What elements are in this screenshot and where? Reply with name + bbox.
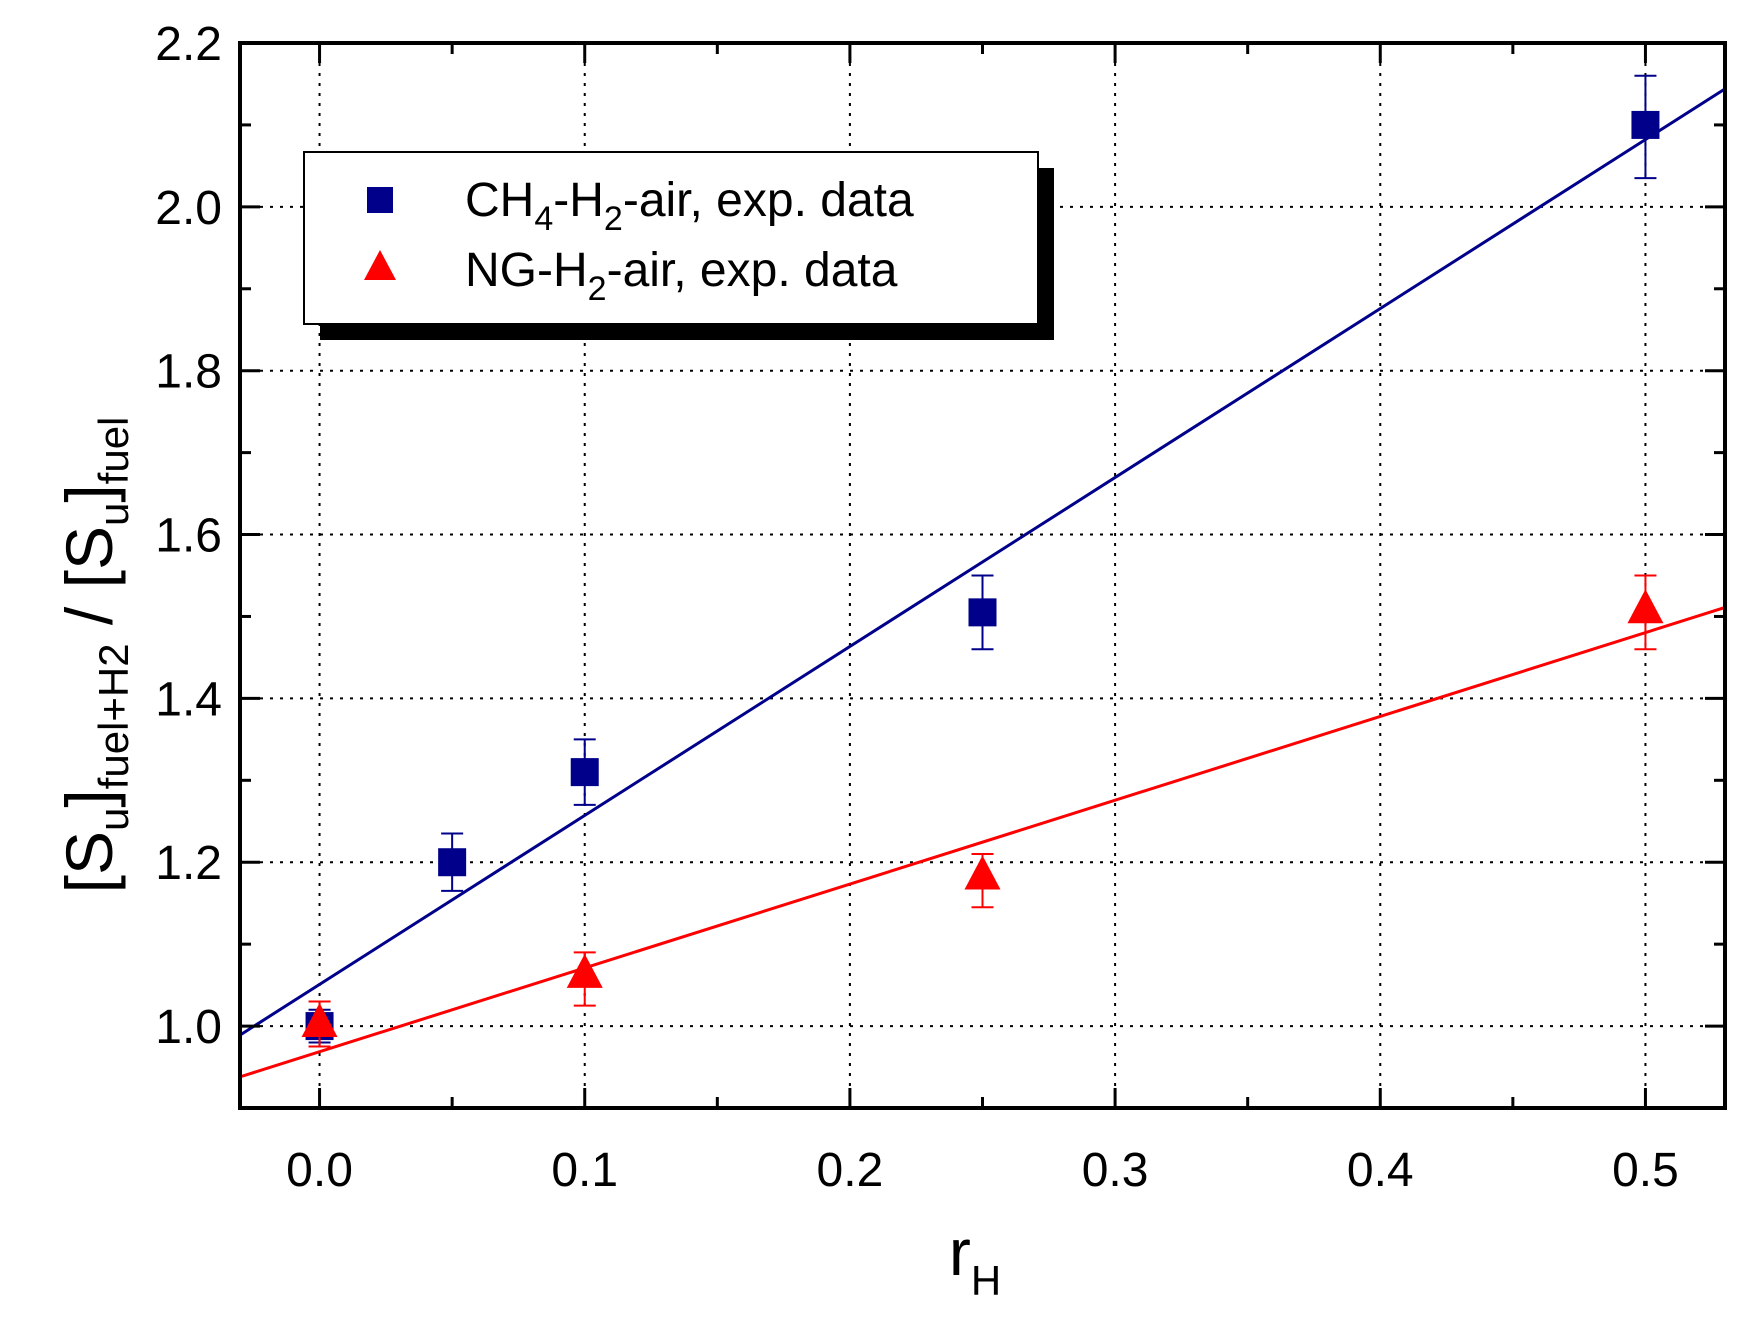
data-point-ch4 [438,848,467,877]
x-axis-title-main: r [949,1215,971,1289]
y-tick-label: 1.4 [155,673,222,726]
data-point-ch4 [570,758,599,787]
legend-ch4-part1: CH [465,174,534,227]
legend-ch4-part3: -air, exp. data [623,174,914,227]
x-tick-label: 0.1 [551,1144,618,1197]
legend: CH4-H2-air, exp. data NG-H2-air, exp. da… [303,151,1054,340]
legend-ng-part2: -air, exp. data [607,244,898,297]
markers [301,74,1664,1048]
x-tick-label: 0.0 [286,1144,353,1197]
legend-ch4-part2: -H [553,174,604,227]
fit-line-ch4 [239,87,1726,1037]
y-axis-title-sub2: fuel+H2 [90,643,137,789]
y-axis-title: [Su]fuel+H2 / [Su]fuel [52,417,137,894]
legend-label-ch4: CH4-H2-air, exp. data [465,174,914,238]
legend-marker-ch4 [367,187,393,213]
data-point-ng [1627,589,1664,624]
legend-marker-ng [364,250,396,280]
legend-ch4-sub2: 2 [604,200,623,238]
y-axis-title-part3: / [S [52,526,126,643]
legend-label-ng: NG-H2-air, exp. data [465,244,898,308]
y-axis-title-part4: ] [52,484,126,502]
y-tick-label: 2.2 [155,18,222,71]
y-tick-label: 2.0 [155,182,222,235]
y-axis-title-sub1: u [90,808,137,831]
legend-ch4-sub1: 4 [534,200,553,238]
x-tick-label: 0.4 [1347,1144,1414,1197]
legend-ng-part1: NG-H [465,244,588,297]
y-tick-label: 1.2 [155,837,222,890]
y-tick-label: 1.6 [155,510,222,563]
fit-line-ng [239,606,1726,1079]
data-point-ch4 [1631,110,1660,139]
y-tick-label: 1.8 [155,346,222,399]
y-axis-title-part1: [S [52,831,126,893]
data-point-ng [301,1002,338,1037]
data-point-ng [566,953,603,988]
fit-lines [239,87,1726,1079]
x-tick-label: 0.5 [1612,1144,1679,1197]
y-axis-title-sub4: fuel [90,417,137,485]
legend-ng-sub1: 2 [588,270,607,308]
tick-labels: 0.0 0.1 0.2 0.3 0.4 0.5 1.0 1.2 1.4 1.6 1.8 2.0 2.2 [155,18,1679,1197]
y-axis-title-part2: ] [52,789,126,807]
legend-box [303,151,1039,325]
y-tick-label: 1.0 [155,1001,222,1054]
x-axis-title: rH [949,1215,1001,1304]
data-point-ng [964,855,1001,890]
ticks [240,41,1725,1108]
data-point-ch4 [968,598,997,627]
x-axis-title-sub: H [971,1257,1001,1304]
x-tick-label: 0.3 [1082,1144,1149,1197]
y-axis-title-sub3: u [90,503,137,526]
x-tick-label: 0.2 [817,1144,884,1197]
